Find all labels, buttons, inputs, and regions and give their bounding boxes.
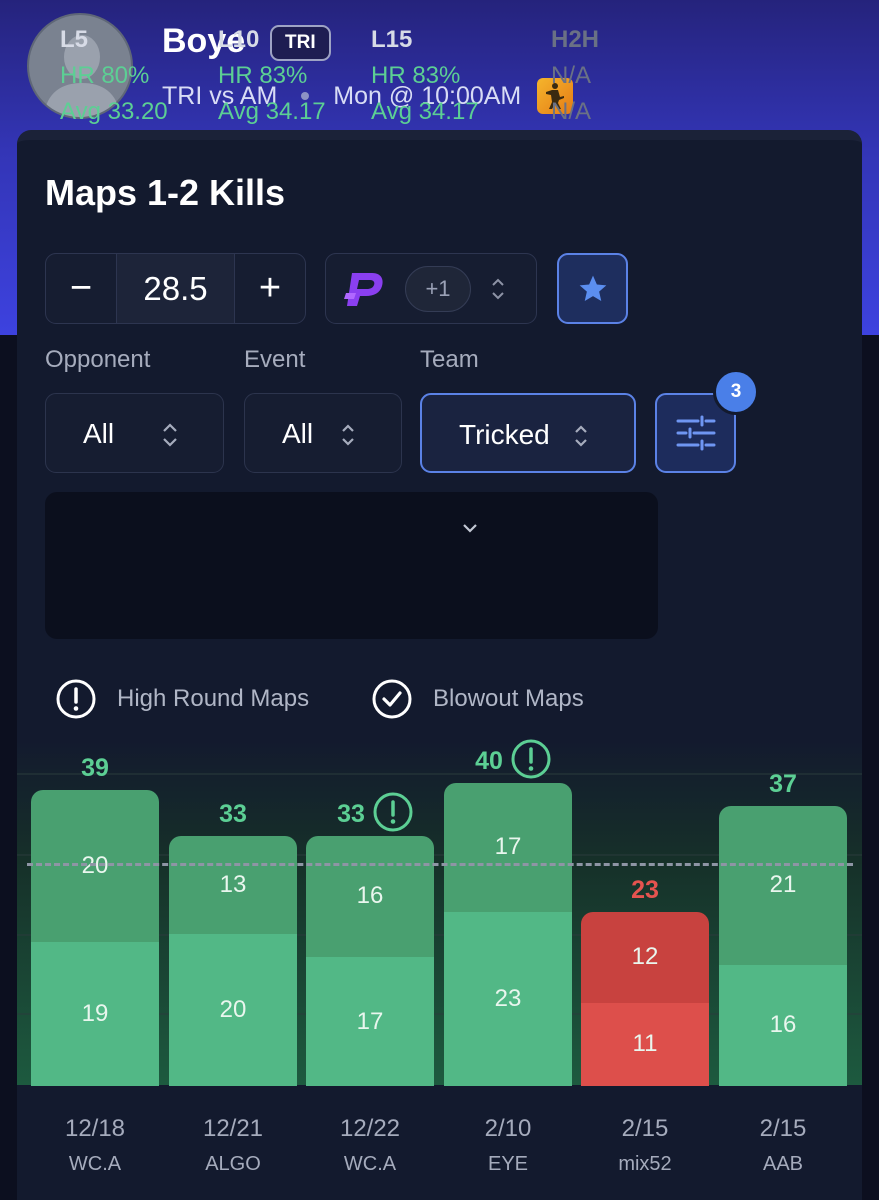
stat-average: Avg 34.17	[218, 98, 326, 125]
stat-l5[interactable]: L5 HR 80% Avg 33.20	[60, 22, 168, 130]
high-round-flag-icon	[511, 739, 551, 779]
x-axis-event-label: WC.A	[68, 1153, 122, 1175]
stat-hit-rate: HR 83%	[371, 62, 461, 89]
stat-label: L5	[60, 26, 89, 53]
prop-line-marker	[27, 863, 853, 866]
stat-l10[interactable]: L10 HR 83% Avg 34.17	[218, 22, 326, 130]
bar-total-label: 23	[631, 875, 659, 904]
team-badge: TRI	[270, 25, 331, 61]
legend-blowout[interactable]: Blowout Maps	[371, 678, 584, 720]
chevron-updown-icon	[342, 424, 354, 446]
hit-rate-summary	[45, 492, 658, 639]
x-axis-date-label: 12/22	[339, 1115, 401, 1142]
bar-total-label: 39	[81, 754, 109, 783]
x-axis-event-label: EYE	[487, 1153, 529, 1175]
bar-segment-top[interactable]: 13	[169, 835, 297, 935]
bar-segment-bottom[interactable]: 17	[306, 957, 434, 1086]
stat-average: Avg 34.17	[371, 98, 479, 125]
x-axis-date-label: 12/21	[202, 1115, 264, 1142]
x-axis-event-label: mix52	[618, 1153, 672, 1175]
bar-segment-top[interactable]: 17	[444, 782, 572, 912]
chevron-updown-icon	[163, 423, 177, 447]
player-avatar	[27, 13, 133, 119]
bar-segment-top[interactable]: 21	[719, 805, 847, 965]
legend-blowout-label: Blowout Maps	[433, 685, 584, 712]
stat-h2h[interactable]: H2H N/A N/A	[551, 22, 599, 130]
line-stepper: − 28.5 +	[45, 253, 306, 324]
team-value: Tricked	[459, 419, 550, 450]
stat-hit-rate: HR 80%	[60, 62, 150, 89]
stat-label: H2H	[551, 26, 600, 53]
bar-total-label: 37	[769, 769, 797, 798]
bar-total-label: 33	[219, 799, 247, 828]
boost-pill[interactable]: +1	[405, 266, 471, 312]
opponent-value: All	[83, 418, 115, 449]
match-info: TRI vs AM Mon @ 10:00AM	[162, 78, 574, 114]
player-name: Boye	[162, 22, 246, 60]
check-circle-icon	[372, 679, 412, 719]
bar-segment-bottom[interactable]: 16	[719, 964, 847, 1086]
active-filter-count-badge: 3	[713, 369, 759, 415]
high-round-flag-icon	[373, 792, 413, 832]
event-value: All	[282, 418, 314, 449]
event-select[interactable]: All	[244, 393, 402, 473]
sportsbook-select[interactable]: +1	[325, 253, 537, 324]
counter-strike-icon	[537, 78, 574, 114]
line-value[interactable]: 28.5	[116, 254, 235, 323]
increment-button[interactable]: +	[258, 267, 282, 309]
favorite-button[interactable]	[557, 253, 628, 324]
bar-segment-bottom[interactable]: 19	[31, 941, 159, 1086]
x-axis-date-label: 12/18	[64, 1115, 126, 1142]
stat-label: L15	[371, 26, 413, 53]
opponent-select[interactable]: All	[45, 393, 224, 473]
bar-segment-bottom[interactable]: 20	[169, 934, 297, 1086]
chevron-down-icon[interactable]	[460, 520, 480, 536]
bar-segment-bottom[interactable]: 23	[444, 911, 572, 1086]
team-label: Team	[420, 346, 479, 373]
chevron-updown-icon	[575, 425, 587, 447]
bar-segment-top[interactable]: 12	[581, 911, 709, 1003]
x-axis-date-label: 2/15	[621, 1115, 669, 1142]
matchup-text: TRI vs AM	[162, 81, 278, 110]
separator-dot	[301, 92, 310, 100]
decrement-button[interactable]: −	[69, 267, 93, 309]
bar-total-label: 40	[475, 746, 503, 775]
stat-hit-rate: N/A	[551, 62, 592, 89]
prizepicks-icon	[344, 273, 383, 306]
team-select[interactable]: Tricked	[420, 393, 636, 473]
stat-l15[interactable]: L15 HR 83% Avg 34.17	[371, 22, 479, 130]
opponent-label: Opponent	[45, 346, 151, 373]
x-axis-event-label: ALGO	[205, 1153, 261, 1175]
stat-label: L10	[218, 26, 260, 53]
x-axis-event-label: AAB	[762, 1153, 804, 1175]
event-label: Event	[244, 346, 306, 373]
x-axis-date-label: 2/10	[484, 1115, 532, 1142]
x-axis-event-label: WC.A	[343, 1153, 397, 1175]
avatar-silhouette-icon	[43, 35, 121, 117]
legend-high-round[interactable]: High Round Maps	[55, 678, 309, 720]
bar-segment-bottom[interactable]: 11	[581, 1002, 709, 1086]
chevron-updown-icon	[492, 278, 504, 300]
exclamation-circle-icon	[56, 679, 96, 719]
bar-segment-top[interactable]: 20	[31, 790, 159, 942]
match-time: Mon @ 10:00AM	[333, 81, 522, 110]
market-title: Maps 1-2 Kills	[45, 172, 286, 213]
star-icon	[579, 275, 606, 301]
stat-average: Avg 33.20	[60, 98, 168, 125]
legend-high-round-label: High Round Maps	[117, 685, 310, 712]
bar-total-label: 33	[337, 799, 365, 828]
x-axis-date-label: 2/15	[759, 1115, 807, 1142]
stat-average: N/A	[551, 98, 592, 125]
stat-hit-rate: HR 83%	[218, 62, 308, 89]
sliders-icon	[676, 415, 715, 451]
bar-segment-top[interactable]: 16	[306, 835, 434, 958]
